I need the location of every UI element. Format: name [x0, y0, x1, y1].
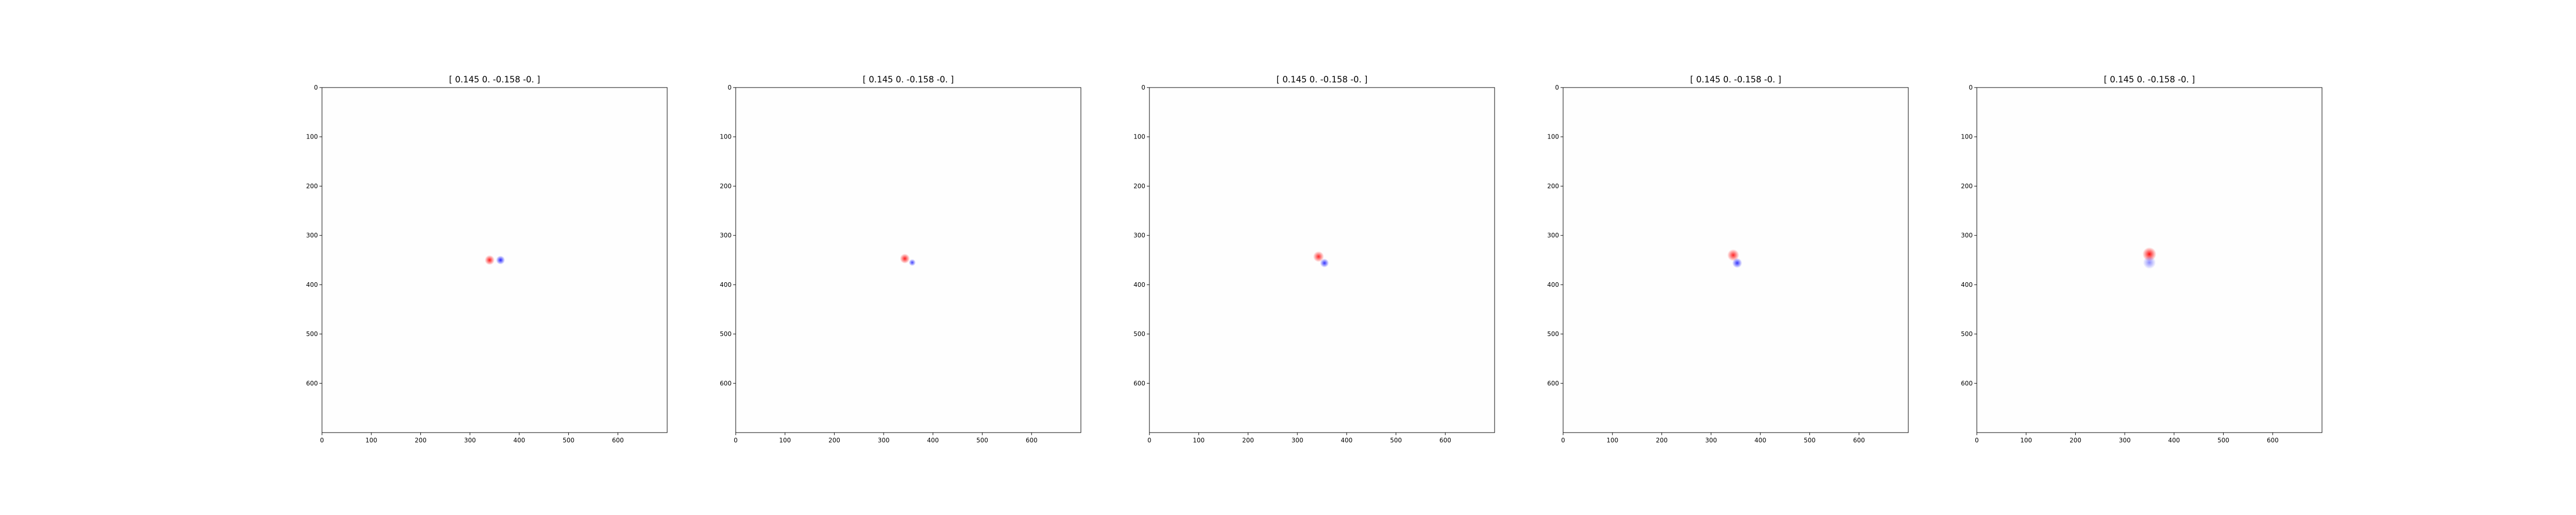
panel-title: [ 0.145 0. -0.158 -0. ] — [449, 75, 540, 84]
y-tick-label: 100 — [306, 133, 318, 141]
y-tick-label: 200 — [720, 182, 732, 190]
heatmap-blob-negative — [1320, 259, 1329, 268]
y-tick-label: 0 — [314, 84, 318, 91]
x-tick-label: 200 — [1656, 437, 1668, 444]
x-tick-label: 300 — [878, 437, 890, 444]
x-tick-label: 0 — [734, 437, 738, 444]
x-tick-label: 600 — [1853, 437, 1865, 444]
y-tick-label: 400 — [720, 281, 732, 288]
heatmap-blob-negative — [908, 259, 916, 266]
y-tick-label: 300 — [306, 232, 318, 239]
y-tick-label: 400 — [1547, 281, 1559, 288]
y-tick-label: 600 — [306, 380, 318, 387]
x-tick-label: 100 — [2020, 437, 2032, 444]
y-tick-label: 0 — [1555, 84, 1559, 91]
x-tick-label: 200 — [828, 437, 840, 444]
x-tick-label: 500 — [1390, 437, 1402, 444]
x-tick-label: 400 — [513, 437, 525, 444]
x-tick-label: 400 — [2168, 437, 2180, 444]
y-tick-label: 0 — [727, 84, 732, 91]
panel-title: [ 0.145 0. -0.158 -0. ] — [863, 75, 954, 84]
x-tick-label: 500 — [2217, 437, 2229, 444]
x-tick-label: 0 — [1975, 437, 1979, 444]
x-tick-label: 400 — [1754, 437, 1766, 444]
x-tick-label: 500 — [563, 437, 574, 444]
heatmap-blob-positive — [900, 253, 910, 264]
x-tick-label: 100 — [1606, 437, 1618, 444]
x-tick-label: 300 — [464, 437, 476, 444]
x-tick-label: 0 — [1561, 437, 1565, 444]
y-tick-label: 500 — [1133, 331, 1145, 338]
y-tick-label: 300 — [1547, 232, 1559, 239]
heatmap-blob-positive — [484, 255, 495, 265]
panel-5: [ 0.145 0. -0.158 -0. ] 0 100 200 300 400 500 6… — [1961, 75, 2323, 444]
y-tick-label: 500 — [306, 331, 318, 338]
y-tick-label: 0 — [1141, 84, 1145, 91]
y-tick-label: 200 — [1133, 182, 1145, 190]
heatmap-blob-negative — [1732, 258, 1742, 268]
y-tick-label: 600 — [1961, 380, 1973, 387]
y-tick-label: 500 — [1961, 331, 1973, 338]
x-tick-label: 200 — [415, 437, 427, 444]
y-tick-label: 500 — [720, 331, 732, 338]
x-tick-label: 300 — [2119, 437, 2131, 444]
x-tick-label: 300 — [1705, 437, 1717, 444]
axes-frame — [1976, 87, 2323, 433]
axes-frame — [1149, 87, 1495, 433]
y-tick-label: 200 — [306, 182, 318, 190]
y-tick-label: 400 — [1961, 281, 1973, 288]
axes-frame — [735, 87, 1081, 433]
y-tick-label: 400 — [306, 281, 318, 288]
x-tick-label: 500 — [1804, 437, 1816, 444]
heatmap-blob-positive — [1313, 251, 1324, 262]
heatmap-blob-negative — [496, 255, 505, 265]
panel-1: [ 0.145 0. -0.158 -0. ] 0 100 200 300 400 500 6… — [306, 75, 668, 444]
panel-title: [ 0.145 0. -0.158 -0. ] — [1690, 75, 1782, 84]
x-tick-label: 0 — [1147, 437, 1151, 444]
heatmap-blob-positive — [1727, 249, 1739, 261]
x-tick-label: 600 — [612, 437, 624, 444]
y-tick-label: 100 — [1961, 133, 1973, 141]
axes-frame — [321, 87, 668, 433]
x-tick-label: 300 — [1292, 437, 1303, 444]
y-tick-label: 100 — [1547, 133, 1559, 141]
y-tick-label: 100 — [1133, 133, 1145, 141]
x-tick-label: 100 — [1193, 437, 1205, 444]
panel-2: [ 0.145 0. -0.158 -0. ] 0 100 200 300 400 500 6… — [720, 75, 1081, 444]
x-tick-label: 200 — [1242, 437, 1254, 444]
x-tick-label: 600 — [1439, 437, 1451, 444]
panel-title: [ 0.145 0. -0.158 -0. ] — [1277, 75, 1368, 84]
heatmap-blob-negative — [2143, 256, 2156, 269]
y-tick-label: 600 — [1547, 380, 1559, 387]
y-tick-label: 500 — [1547, 331, 1559, 338]
x-tick-label: 100 — [779, 437, 791, 444]
y-tick-label: 600 — [720, 380, 732, 387]
x-tick-label: 0 — [320, 437, 324, 444]
y-tick-label: 200 — [1961, 182, 1973, 190]
y-tick-label: 300 — [720, 232, 732, 239]
panel-title: [ 0.145 0. -0.158 -0. ] — [2104, 75, 2195, 84]
x-tick-label: 500 — [976, 437, 988, 444]
y-tick-label: 400 — [1133, 281, 1145, 288]
y-tick-label: 0 — [1969, 84, 1973, 91]
axes-frame — [1563, 87, 1909, 433]
y-tick-label: 300 — [1133, 232, 1145, 239]
panel-3: [ 0.145 0. -0.158 -0. ] 0 100 200 300 400 500 6… — [1133, 75, 1495, 444]
y-tick-label: 300 — [1961, 232, 1973, 239]
x-tick-label: 600 — [2267, 437, 2279, 444]
x-tick-label: 200 — [2070, 437, 2081, 444]
x-tick-label: 400 — [1341, 437, 1352, 444]
x-tick-label: 100 — [365, 437, 377, 444]
y-tick-label: 200 — [1547, 182, 1559, 190]
y-tick-label: 600 — [1133, 380, 1145, 387]
x-tick-label: 400 — [927, 437, 939, 444]
panel-4: [ 0.145 0. -0.158 -0. ] 0 100 200 300 400 500 6… — [1547, 75, 1909, 444]
y-tick-label: 100 — [720, 133, 732, 141]
x-tick-label: 600 — [1026, 437, 1038, 444]
